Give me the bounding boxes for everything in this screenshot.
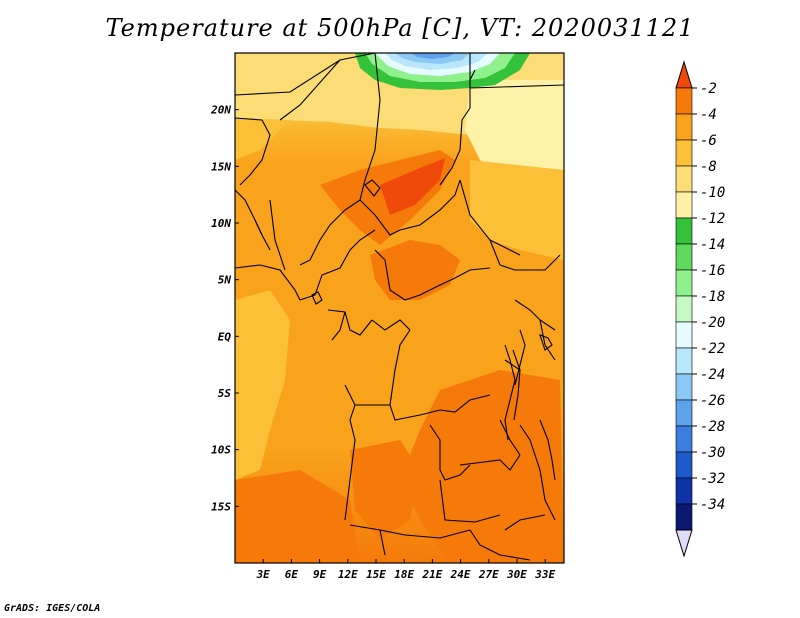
colorbar-segment <box>675 113 693 141</box>
x-tick-label: 27E <box>478 568 499 581</box>
zone-south-west-orange <box>235 470 360 563</box>
x-tick-label: 6E <box>285 568 299 581</box>
colorbar-label: -4 <box>700 107 717 123</box>
y-tick-label: 15S <box>211 500 231 513</box>
x-tick-label: 18E <box>394 568 414 581</box>
y-tick-label: 5N <box>218 274 232 287</box>
colorbar-segment <box>675 165 693 193</box>
colorbar-segment <box>675 425 693 453</box>
zone-south-central-orange <box>350 440 420 540</box>
colorbar-label: -34 <box>700 497 725 513</box>
lake-chad <box>364 179 381 197</box>
colorbar-segment <box>675 477 693 505</box>
grads-credit: GrADS: IGES/COLA <box>4 603 101 614</box>
colorbar-label: -20 <box>700 315 725 331</box>
colorbar-top-triangle <box>675 60 693 89</box>
y-tick-label: 15N <box>211 160 231 173</box>
zone-northeast-yellow <box>470 160 564 260</box>
x-tick-label: 30E <box>506 568 527 581</box>
colorbar-label: -22 <box>700 341 725 357</box>
colorbar-segment <box>675 191 693 219</box>
colorbar-segment <box>675 295 693 323</box>
x-tick-label: 24E <box>450 568 471 581</box>
y-tick-label: 20N <box>210 104 231 117</box>
zone-central-orange <box>370 240 460 300</box>
x-tick-label: 21E <box>421 568 442 581</box>
colorbar-label: -18 <box>700 289 725 305</box>
colorbar: -2 -4 -6 -8 -10 -12 -14 -16 -18 -20 -22 -24 -26 -28 -3… <box>675 60 725 558</box>
colorbar-label: -30 <box>700 445 725 461</box>
colorbar-segment <box>675 321 693 349</box>
colorbar-label: -26 <box>700 393 725 409</box>
y-tick-label: EQ <box>218 330 232 343</box>
zone-southeast-orange <box>400 370 564 563</box>
colorbar-label: -28 <box>700 419 725 435</box>
zone-chad-core <box>380 158 445 215</box>
y-tick-label: 5S <box>218 387 232 400</box>
colorbar-segment <box>675 373 693 401</box>
colorbar-segment <box>675 139 693 167</box>
temperature-map <box>235 53 564 563</box>
colorbar-bottom-triangle <box>675 529 693 558</box>
country-borders <box>235 53 564 561</box>
x-tick-label: 33E <box>534 568 555 581</box>
x-tick-label: 15E <box>366 568 386 581</box>
colorbar-segment <box>675 243 693 271</box>
colorbar-segment <box>675 269 693 297</box>
colorbar-label: -2 <box>700 81 717 97</box>
zone-cold-deepblue <box>410 53 455 59</box>
colorbar-segment <box>675 347 693 375</box>
x-axis: 3E 6E 9E 12E 15E 18E 21E 24E 27E 30E 33E <box>256 559 556 581</box>
lakes <box>311 291 556 481</box>
x-tick-label: 9E <box>313 568 327 581</box>
colorbar-segment <box>675 87 693 115</box>
colorbar-label: -32 <box>700 471 725 487</box>
zone-west-sahel <box>235 118 290 160</box>
colorbar-segment <box>675 451 693 479</box>
y-tick-label: 10S <box>211 444 231 457</box>
colorbar-segment <box>675 399 693 427</box>
colorbar-label: -10 <box>700 185 725 201</box>
plot-frame <box>234 52 565 564</box>
chart-title: Temperature at 500hPa [C], VT: 202003112… <box>105 14 695 42</box>
colorbar-segment <box>675 503 693 531</box>
colorbar-label: -24 <box>700 367 725 383</box>
zone-atlantic-light <box>235 290 290 480</box>
y-axis: 20N 15N 10N 5N EQ 5S 10S 15S <box>210 104 239 513</box>
colorbar-label: -14 <box>700 237 725 253</box>
x-tick-label: 3E <box>256 568 271 581</box>
colorbar-label: -8 <box>700 159 717 175</box>
x-tick-label: 12E <box>338 568 358 581</box>
colorbar-label: -12 <box>700 211 725 227</box>
y-tick-label: 10N <box>211 217 231 230</box>
colorbar-segment <box>675 217 693 245</box>
colorbar-label: -16 <box>700 263 725 279</box>
colorbar-label: -6 <box>700 133 717 149</box>
